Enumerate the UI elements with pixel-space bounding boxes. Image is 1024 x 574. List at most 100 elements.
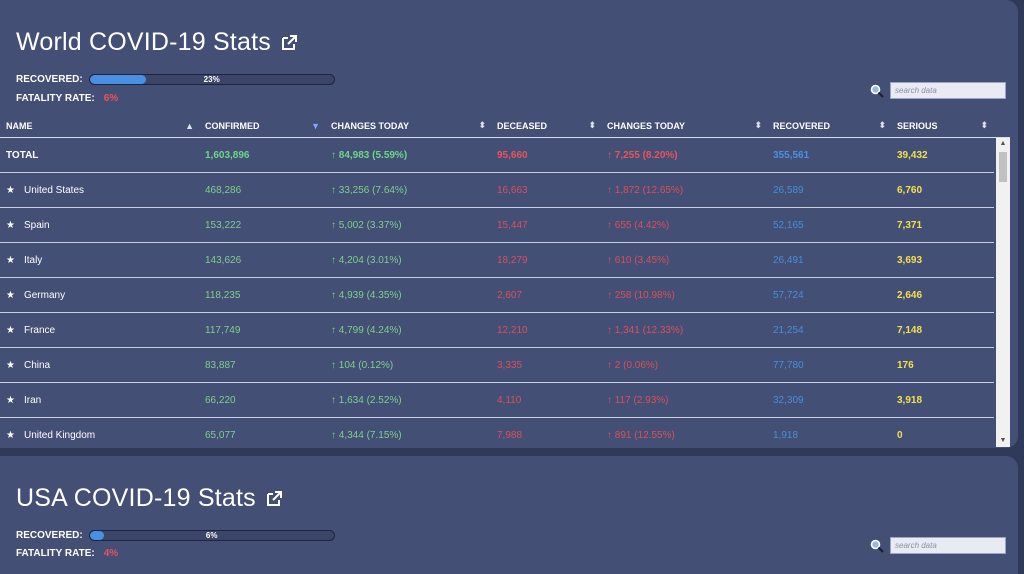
cell-changes-today: ↑ 4,204 (3.01%)	[331, 254, 402, 266]
column-header-deceased[interactable]: DECEASED ⬍	[492, 114, 602, 137]
column-header-name[interactable]: NAME ▲	[0, 114, 200, 137]
table-row[interactable]: ★ United Kingdom 65,077 ↑ 4,344 (7.15%) 7…	[0, 418, 994, 447]
star-icon[interactable]: ★	[6, 184, 15, 196]
world-stats-title[interactable]: World COVID-19 Stats	[16, 28, 299, 57]
table-row[interactable]: ★ Iran 66,220 ↑ 1,634 (2.52%) 4,110 ↑ 117…	[0, 383, 994, 418]
cell-deceased: 15,447	[497, 219, 528, 231]
sort-icon[interactable]: ⬍	[588, 120, 596, 130]
world-search-input[interactable]	[890, 82, 1006, 99]
usa-fatality-label: FATALITY RATE:	[16, 548, 95, 559]
cell-name: ★ Spain	[0, 220, 200, 231]
column-header-changes-today[interactable]: CHANGES TODAY ⬍	[326, 114, 492, 137]
sort-icon[interactable]: ⬍	[478, 120, 486, 130]
cell-confirmed: 66,220	[205, 394, 236, 406]
cell-recovered: 32,309	[773, 394, 804, 406]
search-icon[interactable]	[870, 539, 884, 553]
star-icon[interactable]: ★	[6, 429, 15, 441]
usa-search-input[interactable]	[890, 537, 1006, 554]
country-name: Iran	[23, 394, 42, 406]
cell-recovered: 77,780	[773, 359, 804, 371]
cell-deceased: 2,607	[497, 289, 523, 301]
column-header-confirmed[interactable]: CONFIRMED ▼	[200, 114, 326, 137]
world-fatality-stat: FATALITY RATE: 6%	[16, 93, 118, 104]
table-header: NAME ▲ CONFIRMED ▼ CHANGES TODAY ⬍ DECEA…	[0, 114, 1010, 138]
cell-recovered: 26,491	[773, 254, 804, 266]
column-header-deceased-changes-today[interactable]: CHANGES TODAY ⬍	[602, 114, 768, 137]
world-recovered-percent: 23%	[203, 75, 220, 84]
column-header-label: CONFIRMED	[205, 120, 260, 131]
cell-name: ★ Iran	[0, 395, 200, 406]
cell-changes-today: ↑ 4,799 (4.24%)	[331, 324, 402, 336]
star-icon[interactable]: ★	[6, 359, 15, 371]
cell-recovered: 21,254	[773, 324, 804, 336]
cell-serious: 176	[897, 359, 914, 371]
country-name: United Kingdom	[23, 429, 96, 441]
world-fatality-label: FATALITY RATE:	[16, 93, 95, 104]
sort-icon[interactable]: ▲	[185, 120, 194, 131]
world-stats-table: NAME ▲ CONFIRMED ▼ CHANGES TODAY ⬍ DECEA…	[0, 114, 1010, 447]
cell-deceased-changes: ↑ 258 (10.98%)	[607, 289, 675, 301]
column-header-label: CHANGES TODAY	[331, 120, 410, 131]
cell-deceased-changes: ↑ 7,255 (8.20%)	[607, 149, 678, 161]
cell-name: ★ United Kingdom	[0, 430, 200, 441]
external-link-icon[interactable]	[264, 489, 284, 509]
cell-serious: 7,371	[897, 219, 923, 231]
cell-name: ★ Italy	[0, 255, 200, 266]
sort-icon[interactable]: ⬍	[980, 120, 988, 130]
cell-confirmed: 1,603,896	[205, 149, 250, 161]
table-row[interactable]: ★ Italy 143,626 ↑ 4,204 (3.01%) 18,279 ↑ …	[0, 243, 994, 278]
usa-stats-title[interactable]: USA COVID-19 Stats	[16, 484, 284, 513]
sort-icon[interactable]: ▼	[311, 120, 320, 131]
table-row[interactable]: ★ France 117,749 ↑ 4,799 (4.24%) 12,210 ↑…	[0, 313, 994, 348]
usa-fatality-value: 4%	[103, 548, 119, 559]
cell-name: ★ France	[0, 325, 200, 336]
cell-deceased: 16,663	[497, 184, 528, 196]
cell-deceased: 3,335	[497, 359, 523, 371]
column-header-serious[interactable]: SERIOUS ⬍	[892, 114, 994, 137]
column-header-label: RECOVERED	[773, 120, 831, 131]
cell-confirmed: 65,077	[205, 429, 236, 441]
column-header-recovered[interactable]: RECOVERED ⬍	[768, 114, 892, 137]
scroll-up-icon[interactable]: ▲	[999, 140, 1007, 147]
cell-serious: 3,918	[897, 394, 923, 406]
star-icon[interactable]: ★	[6, 394, 15, 406]
star-icon[interactable]: ★	[6, 219, 15, 231]
cell-name: ★ China	[0, 360, 200, 371]
scrollbar-thumb[interactable]	[999, 152, 1007, 182]
world-recovered-progress-fill	[89, 75, 146, 84]
cell-name: TOTAL	[6, 149, 39, 161]
star-icon[interactable]: ★	[6, 289, 15, 301]
cell-confirmed: 83,887	[205, 359, 236, 371]
table-row[interactable]: ★ Spain 153,222 ↑ 5,002 (3.37%) 15,447 ↑ …	[0, 208, 994, 243]
search-icon[interactable]	[870, 84, 884, 98]
cell-serious: 0	[897, 429, 903, 441]
cell-deceased: 95,660	[497, 149, 528, 161]
cell-name: ★ United States	[0, 185, 200, 196]
country-name: Germany	[23, 289, 66, 301]
country-name: Italy	[23, 254, 43, 266]
table-row-total: TOTAL 1,603,896 ↑ 84,983 (5.59%) 95,660 …	[0, 138, 994, 173]
table-row[interactable]: ★ China 83,887 ↑ 104 (0.12%) 3,335 ↑ 2 (0…	[0, 348, 994, 383]
world-recovered-progress: 23%	[88, 74, 335, 85]
cell-confirmed: 153,222	[205, 219, 242, 231]
cell-changes-today: ↑ 4,344 (7.15%)	[331, 429, 402, 441]
external-link-icon[interactable]	[279, 33, 299, 53]
table-row[interactable]: ★ United States 468,286 ↑ 33,256 (7.64%) …	[0, 173, 994, 208]
scroll-down-icon[interactable]: ▼	[999, 437, 1007, 444]
cell-deceased-changes: ↑ 2 (0.06%)	[607, 359, 659, 371]
usa-fatality-stat: FATALITY RATE: 4%	[16, 548, 118, 559]
table-row[interactable]: ★ Germany 118,235 ↑ 4,939 (4.35%) 2,607 ↑…	[0, 278, 994, 313]
table-scrollbar[interactable]: ▲ ▼	[996, 138, 1010, 447]
sort-icon[interactable]: ⬍	[878, 120, 886, 130]
usa-recovered-percent: 6%	[205, 531, 218, 540]
table-body[interactable]: TOTAL 1,603,896 ↑ 84,983 (5.59%) 95,660 …	[0, 138, 1010, 447]
sort-icon[interactable]: ⬍	[754, 120, 762, 130]
star-icon[interactable]: ★	[6, 324, 15, 336]
cell-deceased: 12,210	[497, 324, 528, 336]
country-name: United States	[23, 184, 85, 196]
cell-serious: 6,760	[897, 184, 923, 196]
usa-recovered-progress-fill	[89, 531, 105, 540]
usa-recovered-stat: RECOVERED: 6%	[16, 530, 335, 541]
star-icon[interactable]: ★	[6, 254, 15, 266]
cell-deceased-changes: ↑ 1,341 (12.33%)	[607, 324, 684, 336]
